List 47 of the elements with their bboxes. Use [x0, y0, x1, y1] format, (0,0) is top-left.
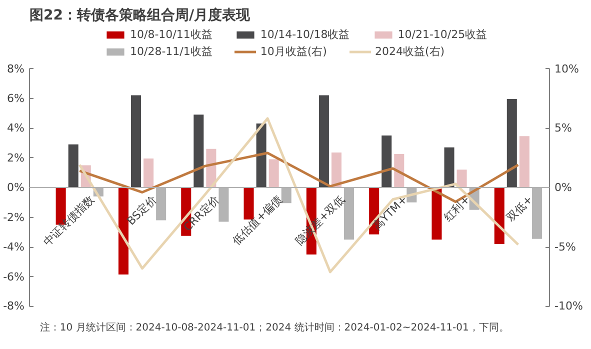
bar: [144, 158, 154, 188]
y2-tick-label: 0%: [554, 181, 572, 194]
y2-tick-label: 5%: [554, 122, 572, 134]
y2-tick-label: -5%: [554, 240, 576, 254]
y2-tick-label: 10%: [554, 62, 579, 76]
bar: [268, 159, 279, 188]
legend-label: 10/14-10/18收益: [260, 27, 350, 42]
x-tick-label: 隐波差+双低: [292, 192, 348, 248]
y-tick-label: -4%: [3, 240, 24, 254]
bar: [456, 170, 467, 188]
y2-tick-label: -10%: [554, 300, 583, 312]
y-tick-label: 8%: [7, 62, 24, 76]
bar: [382, 135, 392, 188]
bar: [432, 188, 442, 240]
bar: [118, 188, 128, 275]
bar: [519, 136, 530, 188]
x-tick-label: 双低+: [504, 192, 536, 224]
bar: [130, 95, 142, 188]
bar: [194, 114, 204, 188]
x-tick-label: 低估值+偏债: [230, 192, 285, 248]
x-tick-label: BS定价: [124, 192, 160, 228]
legend-label: 10/8-10/11收益: [130, 27, 212, 42]
y-tick-label: 4%: [7, 122, 24, 134]
bar: [244, 188, 254, 220]
legend-label: 2024收益(右): [374, 44, 445, 59]
x-tick-label: CRR定价: [181, 192, 222, 234]
bar: [68, 144, 78, 188]
chart-title: 图22：转债各策略组合周/月度表现: [30, 6, 252, 24]
y-tick-label: 2%: [7, 151, 24, 164]
y-tick-label: 6%: [7, 92, 24, 105]
x-tick-label: 红利+: [441, 192, 473, 224]
bar: [494, 188, 504, 244]
text: 注：10 月统计区间：2024-10-08-2024-11-01；2024 统计时间：2024-01-02~2024-11-01，下同。: [40, 322, 509, 334]
bar: [506, 98, 517, 188]
legend-label: 10/28-11/1收益: [130, 44, 212, 59]
y-tick-label: -2%: [3, 210, 24, 224]
y-tick-label: 0%: [7, 181, 24, 194]
legend-label: 10/21-10/25收益: [398, 27, 488, 42]
y-tick-label: -8%: [3, 300, 24, 312]
bar: [318, 95, 329, 188]
legend-label: 10月收益(右): [260, 44, 327, 59]
x-tick-label: 中证转债指数: [40, 192, 97, 249]
bar: [256, 124, 266, 188]
bar: [331, 152, 342, 188]
bar: [444, 147, 454, 188]
y-tick-label: -6%: [3, 270, 24, 284]
bar: [394, 154, 404, 188]
